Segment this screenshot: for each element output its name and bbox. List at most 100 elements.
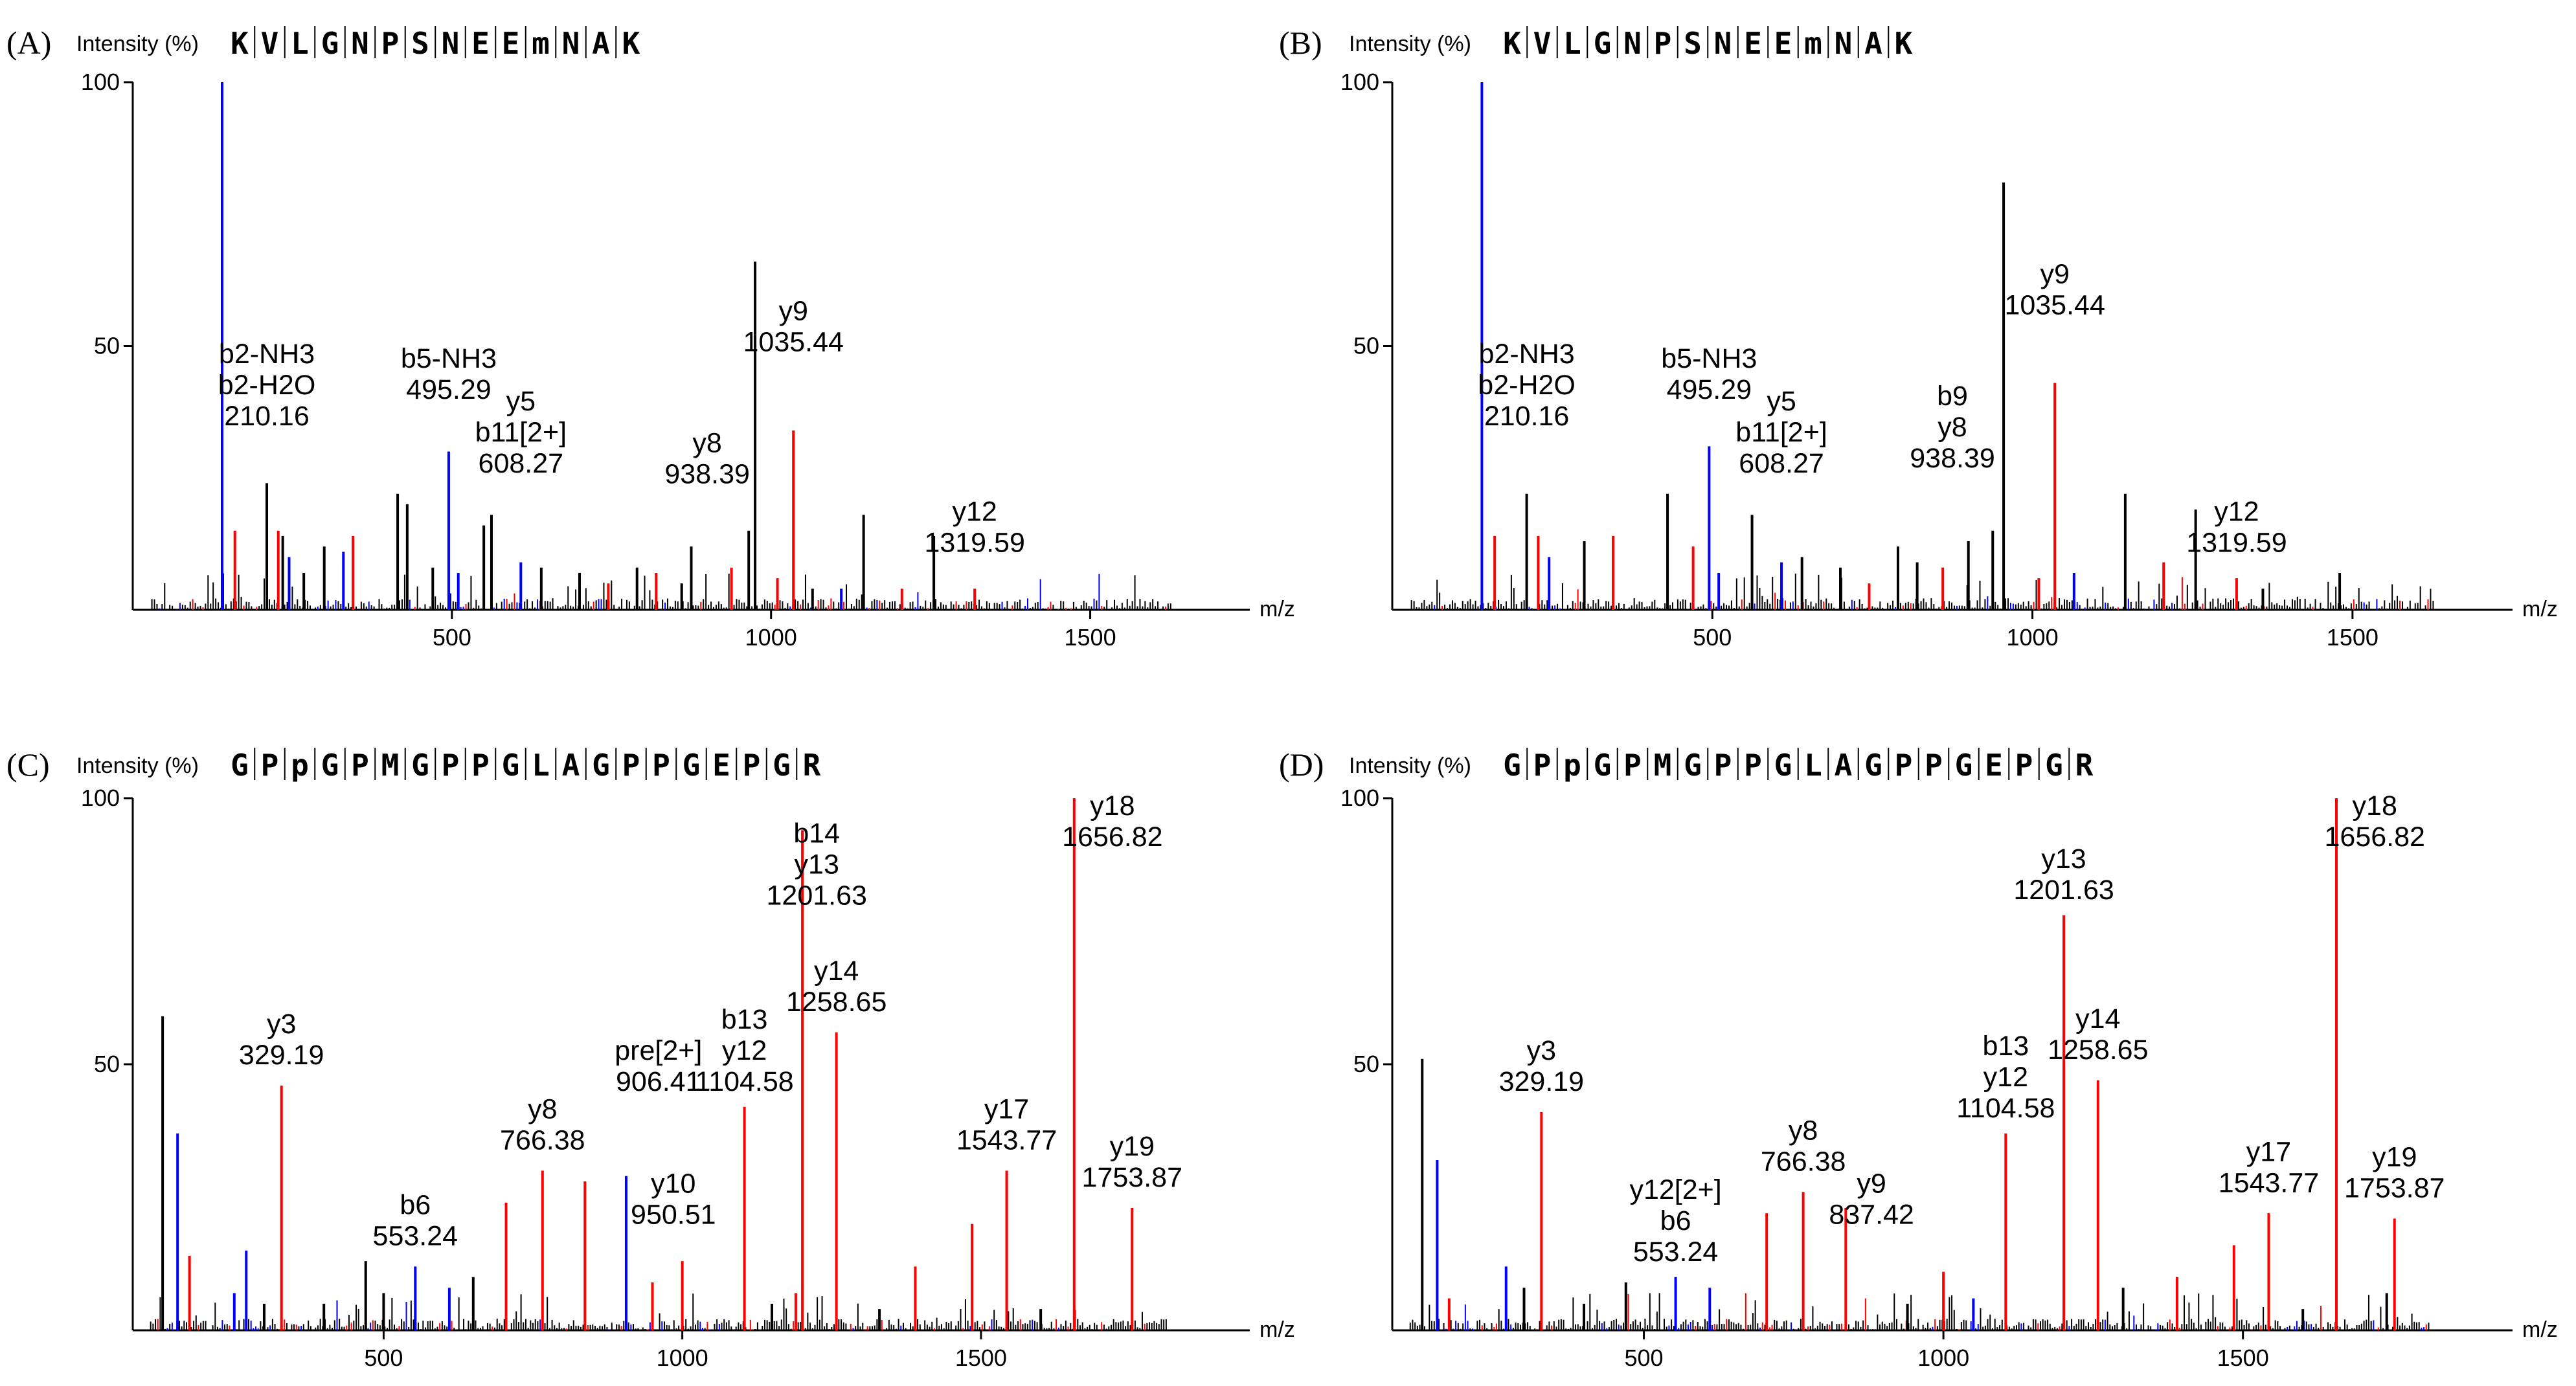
sequence-residue: V <box>1533 26 1552 61</box>
sequence-residue: E <box>502 26 520 61</box>
peak-annotation: y8 <box>692 427 721 458</box>
peak-annotation: 1543.77 <box>956 1125 1057 1156</box>
sequence-residue: P <box>1533 748 1552 783</box>
panel-label: (B) <box>1279 25 1322 61</box>
peak-annotation: 1258.65 <box>786 987 887 1018</box>
peak-annotation: y13 <box>2041 844 2086 875</box>
sequence-residue: P <box>1895 748 1913 783</box>
y-axis-label: Intensity (%) <box>76 754 199 778</box>
sequence-residue: G <box>502 748 520 783</box>
sequence-residue: S <box>1684 26 1702 61</box>
peak-annotation: y12 <box>2214 496 2259 527</box>
sequence-residue: M <box>381 748 400 783</box>
sequence-residue: L <box>532 748 550 783</box>
peak-annotation: b2-NH3 <box>1479 339 1575 370</box>
peak-annotation: 608.27 <box>1739 448 1824 479</box>
peak-annotation: b6 <box>1660 1205 1691 1236</box>
peak-annotation: y8 <box>1789 1115 1818 1146</box>
sequence-residue: A <box>592 26 610 61</box>
sequence-residue: p <box>291 748 309 783</box>
peak-annotation: b2-H2O <box>1478 370 1576 401</box>
peak-annotation: y19 <box>1110 1131 1155 1162</box>
sequence-residue: N <box>351 26 369 61</box>
x-tick-label: 500 <box>1693 624 1732 651</box>
sequence-residue: G <box>321 748 339 783</box>
peak-annotation: 553.24 <box>373 1220 458 1251</box>
x-tick-label: 500 <box>1625 1345 1664 1371</box>
peak-annotation: y3 <box>267 1009 296 1040</box>
y-tick-label: 100 <box>1340 69 1379 95</box>
baseline-noise <box>1410 573 2434 610</box>
peak-annotation: 1319.59 <box>2186 527 2287 558</box>
sequence-residue: p <box>1563 748 1581 783</box>
sequence-residue: P <box>743 748 761 783</box>
peak-annotation: 938.39 <box>1910 443 1995 474</box>
sequence-residue: m <box>532 26 550 61</box>
peak-annotation: 495.29 <box>1667 374 1752 405</box>
y-axis-label: Intensity (%) <box>76 32 199 56</box>
sequence-residue: L <box>1563 26 1581 61</box>
peak-annotation: y3 <box>1527 1035 1556 1066</box>
peak-annotation: 495.29 <box>406 374 491 405</box>
peak-annotation: 608.27 <box>479 448 564 479</box>
sequence-residue: G <box>2045 748 2063 783</box>
peak-annotation: b2-NH3 <box>219 339 315 370</box>
peak-annotation: b11[2+] <box>475 417 567 448</box>
x-axis-label: m/z <box>2522 597 2558 621</box>
y-tick-label: 50 <box>94 333 120 359</box>
sequence-residue: R <box>2075 748 2094 783</box>
x-tick-label: 1000 <box>745 624 797 651</box>
sequence-residue: P <box>1925 748 1943 783</box>
peak-annotation: 329.19 <box>239 1040 324 1071</box>
y-tick-label: 50 <box>94 1051 120 1077</box>
sequence-residue: G <box>411 748 429 783</box>
panel-label: (C) <box>6 746 50 783</box>
sequence-residue: G <box>1684 748 1702 783</box>
peak-annotation: 938.39 <box>664 458 750 489</box>
sequence-residue: G <box>321 26 339 61</box>
sequence-residue: L <box>291 26 309 61</box>
sequence-residue: P <box>471 748 490 783</box>
peak-annotation: 837.42 <box>1829 1200 1914 1231</box>
peak-annotation: 1753.87 <box>2344 1173 2445 1204</box>
sequence-residue: P <box>381 26 400 61</box>
sequence-residue: N <box>1835 26 1853 61</box>
y-tick-label: 50 <box>1353 333 1379 359</box>
peak-annotation: y13 <box>795 849 839 880</box>
peak-annotation: y17 <box>984 1094 1029 1125</box>
peak-annotation: 1753.87 <box>1082 1162 1182 1193</box>
sequence-residue: N <box>562 26 580 61</box>
sequence-residue: K <box>622 26 640 61</box>
peak-annotation: 950.51 <box>631 1200 716 1231</box>
x-tick-label: 1000 <box>2007 624 2059 651</box>
sequence-residue: P <box>442 748 460 783</box>
peak-annotation: 766.38 <box>1761 1146 1846 1177</box>
sequence-residue: P <box>1744 748 1762 783</box>
peak-annotation: 1319.59 <box>924 527 1024 558</box>
peak-annotation: 210.16 <box>224 401 310 432</box>
sequence-residue: P <box>652 748 670 783</box>
peak-annotation: b6 <box>400 1189 431 1220</box>
x-tick-label: 1500 <box>955 1345 1007 1371</box>
baseline-noise <box>1409 1293 2430 1330</box>
peak-annotation: pre[2+] <box>615 1035 702 1066</box>
sequence-residue: G <box>592 748 610 783</box>
sequence-residue: N <box>1623 26 1642 61</box>
y-tick-label: 100 <box>81 785 120 811</box>
x-tick-label: 1500 <box>2327 624 2378 651</box>
peak-annotation: y12 <box>952 496 997 527</box>
peak-annotation: y17 <box>2246 1136 2291 1167</box>
peak-annotation: y12 <box>1983 1062 2028 1093</box>
sequence-residue: P <box>1714 748 1732 783</box>
peak-annotation: 1656.82 <box>1062 822 1162 853</box>
peak-annotation: y5 <box>1767 386 1796 417</box>
peak-annotation: 210.16 <box>1484 401 1570 432</box>
peak-annotation: y18 <box>2353 790 2397 822</box>
baseline-noise <box>150 1293 1167 1330</box>
peak-annotation: y9 <box>779 296 808 327</box>
peak-annotation: 1201.63 <box>2013 875 2114 906</box>
